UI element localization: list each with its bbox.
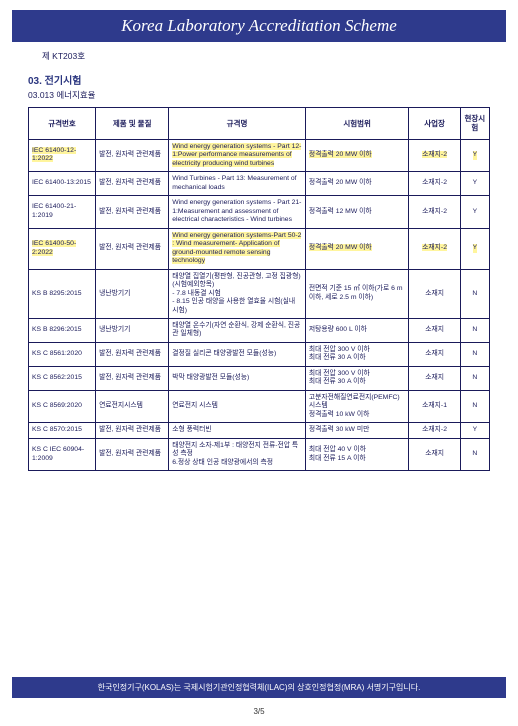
page-number: 3/5 xyxy=(0,707,518,716)
table-cell: 소재지 xyxy=(409,318,460,342)
table-cell: 정격출력 20 MW 이하 xyxy=(305,139,409,171)
table-cell: 연료전지시스템 xyxy=(96,390,169,422)
col-prod: 제품 및 물질 xyxy=(96,108,169,140)
table-cell: KS C 8561:2020 xyxy=(29,342,96,366)
table-cell: 정격출력 20 MW 이하 xyxy=(305,228,409,269)
table-cell: N xyxy=(460,342,489,366)
table-cell: 소재지 xyxy=(409,342,460,366)
col-field: 현장시험 xyxy=(460,108,489,140)
document-number: 제 KT203호 xyxy=(42,50,518,62)
table-cell: KS C 8569:2020 xyxy=(29,390,96,422)
table-row: KS C 8562:2015발전, 원자력 관련제품박막 태양광발전 모듈(성능… xyxy=(29,366,490,390)
table-cell: KS C 8570:2015 xyxy=(29,423,96,438)
table-cell: 소형 풍력터빈 xyxy=(169,423,306,438)
col-std: 규격번호 xyxy=(29,108,96,140)
table-cell: 소재지-2 xyxy=(409,139,460,171)
table-cell: 소재지-2 xyxy=(409,423,460,438)
table-row: KS C 8561:2020발전, 원자력 관련제품결정질 실리콘 태양광발전 … xyxy=(29,342,490,366)
table-cell: 저탕용량 600 L 이하 xyxy=(305,318,409,342)
table-cell: 발전, 원자력 관련제품 xyxy=(96,139,169,171)
table-row: IEC 61400-12-1:2022발전, 원자력 관련제품Wind ener… xyxy=(29,139,490,171)
table-cell: Wind energy generation systems-Part 50-2… xyxy=(169,228,306,269)
table-cell: 정격출력 20 MW 이하 xyxy=(305,172,409,196)
table-row: KS C 8569:2020연료전지시스템연료전지 시스템고분자전해질연료전지(… xyxy=(29,390,490,422)
accreditation-table: 규격번호 제품 및 물질 규격명 시험범위 사업장 현장시험 IEC 61400… xyxy=(28,107,490,471)
table-cell: KS B 8296:2015 xyxy=(29,318,96,342)
col-name: 규격명 xyxy=(169,108,306,140)
section-title: 03. 전기시험 xyxy=(28,72,518,87)
table-cell: 전면적 기준 15 ㎡ 이하(가로 6 m 이하, 세로 2.5 m 이하) xyxy=(305,269,409,318)
table-row: IEC 61400-13:2015발전, 원자력 관련제품Wind Turbin… xyxy=(29,172,490,196)
table-row: KS C 8570:2015발전, 원자력 관련제품소형 풍력터빈정격출력 30… xyxy=(29,423,490,438)
table-cell: 태양열 온수기(자연 순환식, 강제 순환식, 진공관 일체형) xyxy=(169,318,306,342)
table-cell: 태양전지 소자-제1부 : 태양전지 전류-전압 특성 측정6.정상 상태 인공… xyxy=(169,438,306,470)
table-cell: Y xyxy=(460,423,489,438)
table-cell: Y xyxy=(460,228,489,269)
col-scope: 시험범위 xyxy=(305,108,409,140)
table-cell: 연료전지 시스템 xyxy=(169,390,306,422)
table-cell: 고분자전해질연료전지(PEMFC) 시스템정격출력 10 kW 이하 xyxy=(305,390,409,422)
table-row: KS B 8295:2015냉난방기기태양열 집열기(평판형, 진공관형, 고정… xyxy=(29,269,490,318)
footer-banner: 한국인정기구(KOLAS)는 국제시험기관인정협력체(ILAC)의 상호인정협정… xyxy=(12,677,506,698)
table-cell: 정격출력 30 kW 미만 xyxy=(305,423,409,438)
table-cell: 발전, 원자력 관련제품 xyxy=(96,172,169,196)
table-cell: 발전, 원자력 관련제품 xyxy=(96,196,169,228)
table-cell: KS C IEC 60904-1:2009 xyxy=(29,438,96,470)
table-cell: N xyxy=(460,318,489,342)
table-cell: N xyxy=(460,269,489,318)
table-cell: Y xyxy=(460,139,489,171)
table-cell: 소재지-2 xyxy=(409,228,460,269)
table-cell: 소재지 xyxy=(409,366,460,390)
table-cell: IEC 61400-12-1:2022 xyxy=(29,139,96,171)
table-cell: 최대 전압 40 V 이하최대 전류 15 A 이하 xyxy=(305,438,409,470)
table-cell: 결정질 실리콘 태양광발전 모듈(성능) xyxy=(169,342,306,366)
table-cell: Y xyxy=(460,172,489,196)
table-row: KS B 8296:2015냉난방기기태양열 온수기(자연 순환식, 강제 순환… xyxy=(29,318,490,342)
table-cell: 소재지-2 xyxy=(409,172,460,196)
table-cell: Wind Turbines - Part 13: Measurement of … xyxy=(169,172,306,196)
table-cell: 박막 태양광발전 모듈(성능) xyxy=(169,366,306,390)
table-cell: 소재지-1 xyxy=(409,390,460,422)
table-cell: IEC 61400-21-1:2019 xyxy=(29,196,96,228)
table-cell: 태양열 집열기(평판형, 진공관형, 고정 집광형)(시험예외항목)- 7.8 … xyxy=(169,269,306,318)
table-cell: IEC 61400-50-2:2022 xyxy=(29,228,96,269)
table-cell: IEC 61400-13:2015 xyxy=(29,172,96,196)
table-row: KS C IEC 60904-1:2009발전, 원자력 관련제품태양전지 소자… xyxy=(29,438,490,470)
table-cell: 정격출력 12 MW 이하 xyxy=(305,196,409,228)
table-cell: Y xyxy=(460,196,489,228)
table-cell: 소재지 xyxy=(409,438,460,470)
table-cell: 발전, 원자력 관련제품 xyxy=(96,342,169,366)
table-cell: N xyxy=(460,366,489,390)
table-cell: 발전, 원자력 관련제품 xyxy=(96,438,169,470)
col-site: 사업장 xyxy=(409,108,460,140)
table-cell: Wind energy generation systems - Part 12… xyxy=(169,139,306,171)
table-cell: N xyxy=(460,390,489,422)
subsection-title: 03.013 에너지효율 xyxy=(28,89,518,101)
table-cell: Wind energy generation systems - Part 21… xyxy=(169,196,306,228)
table-cell: 냉난방기기 xyxy=(96,318,169,342)
table-row: IEC 61400-21-1:2019발전, 원자력 관련제품Wind ener… xyxy=(29,196,490,228)
table-cell: 최대 전압 300 V 이하최대 전류 30 A 이하 xyxy=(305,366,409,390)
table-cell: KS B 8295:2015 xyxy=(29,269,96,318)
table-cell: 소재지 xyxy=(409,269,460,318)
table-cell: KS C 8562:2015 xyxy=(29,366,96,390)
top-banner: Korea Laboratory Accreditation Scheme xyxy=(12,10,506,42)
table-cell: N xyxy=(460,438,489,470)
table-cell: 발전, 원자력 관련제품 xyxy=(96,228,169,269)
table-row: IEC 61400-50-2:2022발전, 원자력 관련제품Wind ener… xyxy=(29,228,490,269)
table-cell: 소재지-2 xyxy=(409,196,460,228)
table-cell: 발전, 원자력 관련제품 xyxy=(96,423,169,438)
table-cell: 냉난방기기 xyxy=(96,269,169,318)
table-header-row: 규격번호 제품 및 물질 규격명 시험범위 사업장 현장시험 xyxy=(29,108,490,140)
table-cell: 최대 전압 300 V 이하최대 전류 30 A 이하 xyxy=(305,342,409,366)
table-cell: 발전, 원자력 관련제품 xyxy=(96,366,169,390)
